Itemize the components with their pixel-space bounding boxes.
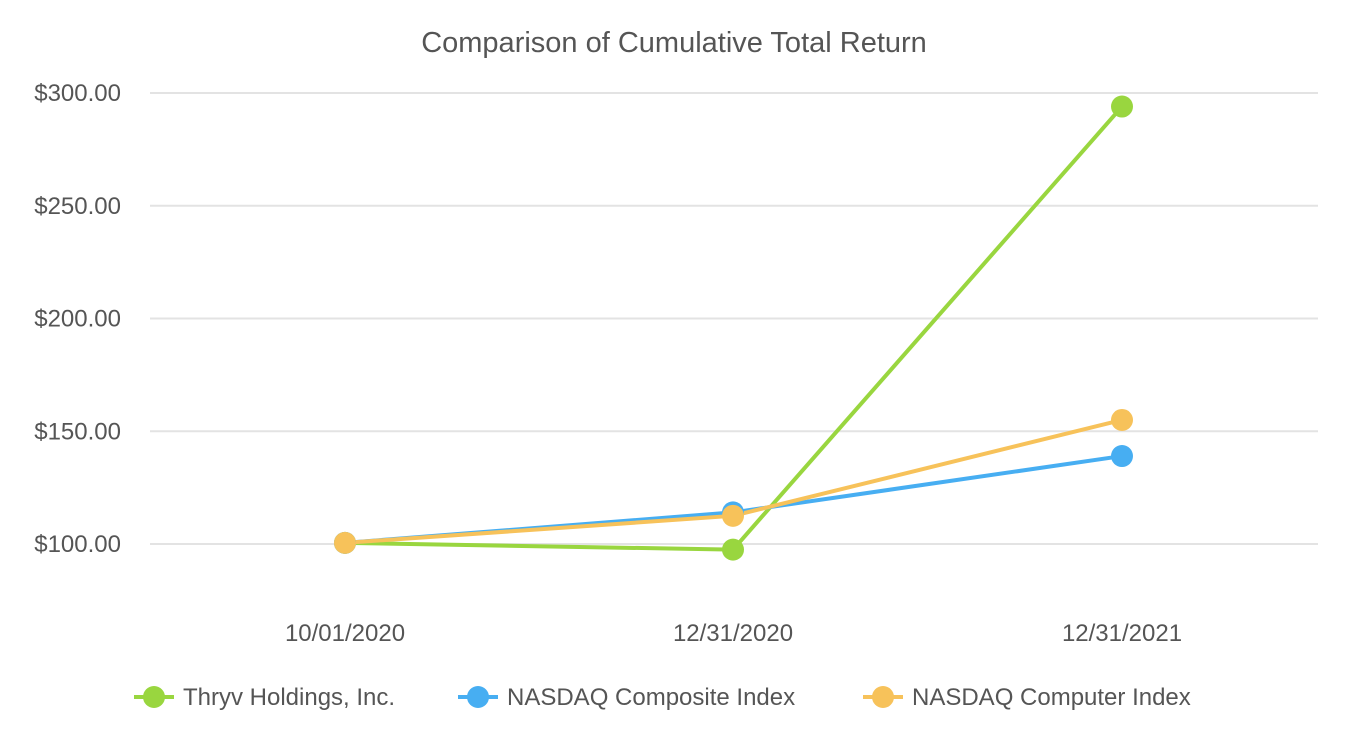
- legend-item: NASDAQ Computer Index: [863, 684, 1191, 711]
- x-tick-label: 12/31/2020: [673, 620, 793, 647]
- legend-label: NASDAQ Computer Index: [912, 684, 1191, 711]
- gridlines: [150, 92, 1318, 545]
- data-point: [722, 504, 744, 527]
- y-tick-label: $150.00: [34, 418, 121, 445]
- data-point: [722, 538, 744, 561]
- data-point: [334, 531, 356, 554]
- y-tick-label: $100.00: [34, 531, 121, 558]
- data-point: [1111, 445, 1133, 468]
- legend-item: Thryv Holdings, Inc.: [134, 684, 395, 711]
- legend-marker: [143, 686, 165, 708]
- data-point: [1111, 95, 1133, 118]
- data-point: [1111, 408, 1133, 431]
- series-line: [343, 104, 1124, 552]
- y-axis-ticks: $100.00 $150.00 $200.00 $250.00 $300.00: [34, 80, 121, 558]
- legend-marker: [467, 686, 489, 708]
- y-tick-label: $250.00: [34, 193, 121, 220]
- series-lines: [334, 95, 1133, 561]
- x-tick-label: 10/01/2020: [285, 620, 405, 647]
- y-tick-label: $300.00: [34, 80, 121, 107]
- legend-label: NASDAQ Composite Index: [507, 684, 795, 711]
- x-axis-ticks: 10/01/2020 12/31/2020 12/31/2021: [285, 620, 1182, 647]
- chart-title: Comparison of Cumulative Total Return: [421, 27, 927, 59]
- legend-label: Thryv Holdings, Inc.: [183, 684, 395, 711]
- legend-marker: [872, 686, 894, 708]
- legend-item: NASDAQ Composite Index: [458, 684, 795, 711]
- x-tick-label: 12/31/2021: [1062, 620, 1182, 647]
- y-tick-label: $200.00: [34, 306, 121, 333]
- series-line: [343, 454, 1124, 545]
- legend: Thryv Holdings, Inc. NASDAQ Composite Ind…: [134, 684, 1191, 711]
